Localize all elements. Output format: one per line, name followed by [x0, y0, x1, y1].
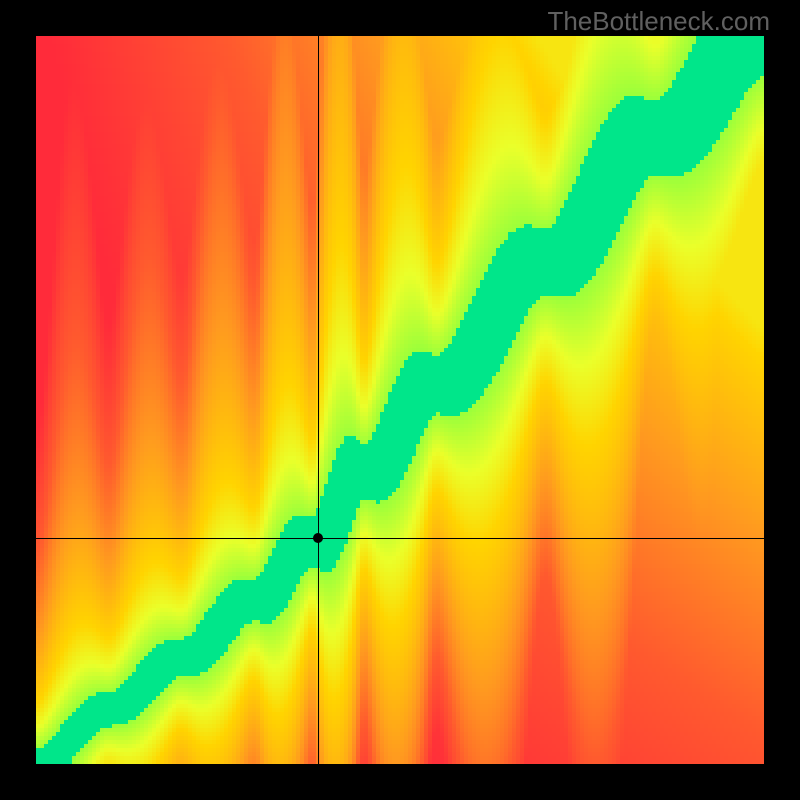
crosshair-vertical — [318, 36, 319, 764]
crosshair-marker — [313, 533, 323, 543]
heatmap-canvas — [36, 36, 764, 764]
figure-container: TheBottleneck.com — [0, 0, 800, 800]
crosshair-horizontal — [36, 538, 764, 539]
watermark-text: TheBottleneck.com — [547, 6, 770, 37]
